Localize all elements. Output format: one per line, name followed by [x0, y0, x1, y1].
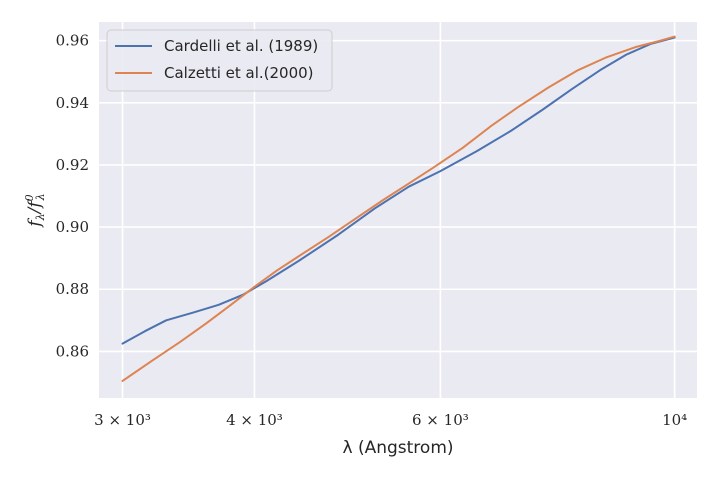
y-tick-label: 0.94: [56, 94, 89, 112]
y-axis-label: fλ/f0λ: [23, 193, 47, 228]
x-axis-label: λ (Angstrom): [342, 438, 453, 458]
legend-box: [106, 29, 333, 92]
y-tick-label: 0.88: [56, 280, 89, 298]
x-tick-label: 4 × 10³: [226, 411, 283, 429]
x-axis-ticks: 3 × 10³ 4 × 10³ 6 × 10³ 10⁴: [94, 411, 687, 429]
x-tick-label: 3 × 10³: [94, 411, 151, 429]
series-line-1: [121, 35, 676, 382]
x-tick-label: 6 × 10³: [412, 411, 469, 429]
y-tick-label: 0.90: [56, 218, 89, 236]
legend-label-calzetti: Calzetti et al.(2000): [164, 64, 314, 82]
series-layer: [121, 35, 676, 382]
y-tick-label: 0.96: [56, 32, 89, 50]
y-axis-ticks: 0.86 0.88 0.90 0.92 0.94 0.96: [56, 32, 89, 361]
svg-text:fλ/f0λ: fλ/f0λ: [23, 193, 47, 228]
y-tick-label: 0.92: [56, 156, 89, 174]
legend: Cardelli et al. (1989) Calzetti et al.(2…: [106, 29, 333, 92]
series-line-0: [121, 36, 676, 345]
x-tick-label: 10⁴: [662, 411, 687, 429]
legend-label-cardelli: Cardelli et al. (1989): [164, 37, 318, 55]
y-tick-label: 0.86: [56, 342, 89, 360]
